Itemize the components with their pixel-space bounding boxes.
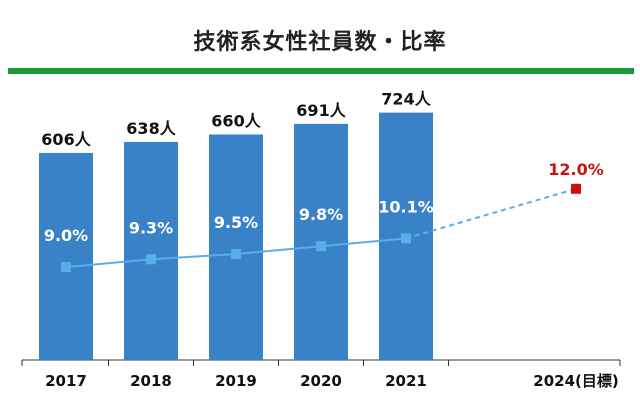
x-tick-label: 2018 — [130, 372, 172, 390]
x-tick-label: 2019 — [215, 372, 257, 390]
rate-label: 9.3% — [129, 218, 173, 237]
rate-marker — [61, 262, 71, 273]
bar-2018 — [124, 141, 178, 360]
x-tick-label: 2024(目標) — [533, 372, 618, 390]
bar-count-label: 724人 — [381, 90, 431, 109]
rate-label: 10.1% — [378, 197, 434, 216]
title-underline — [8, 68, 634, 74]
chart-title: 技術系女性社員数・比率 — [193, 30, 447, 55]
rate-label: 9.0% — [44, 226, 88, 245]
bar-2017 — [39, 152, 93, 360]
rate-line-projected — [405, 187, 577, 240]
bar-count-label: 638人 — [126, 119, 176, 138]
x-tick-label: 2021 — [385, 372, 427, 390]
rate-label: 9.5% — [214, 213, 258, 232]
bar-2019 — [209, 134, 263, 360]
x-tick-label: 2017 — [45, 372, 87, 390]
rate-marker — [146, 254, 156, 265]
rate-marker — [316, 241, 326, 252]
bar-count-label: 606人 — [41, 130, 91, 149]
bar-count-label: 691人 — [296, 101, 346, 120]
rate-marker — [401, 233, 411, 244]
x-tick-label: 2020 — [300, 372, 342, 390]
rate-marker — [231, 249, 241, 260]
target-rate-label: 12.0% — [548, 160, 604, 179]
bar-count-label: 660人 — [211, 111, 261, 130]
target-marker — [571, 183, 581, 194]
rate-label: 9.8% — [299, 205, 343, 224]
